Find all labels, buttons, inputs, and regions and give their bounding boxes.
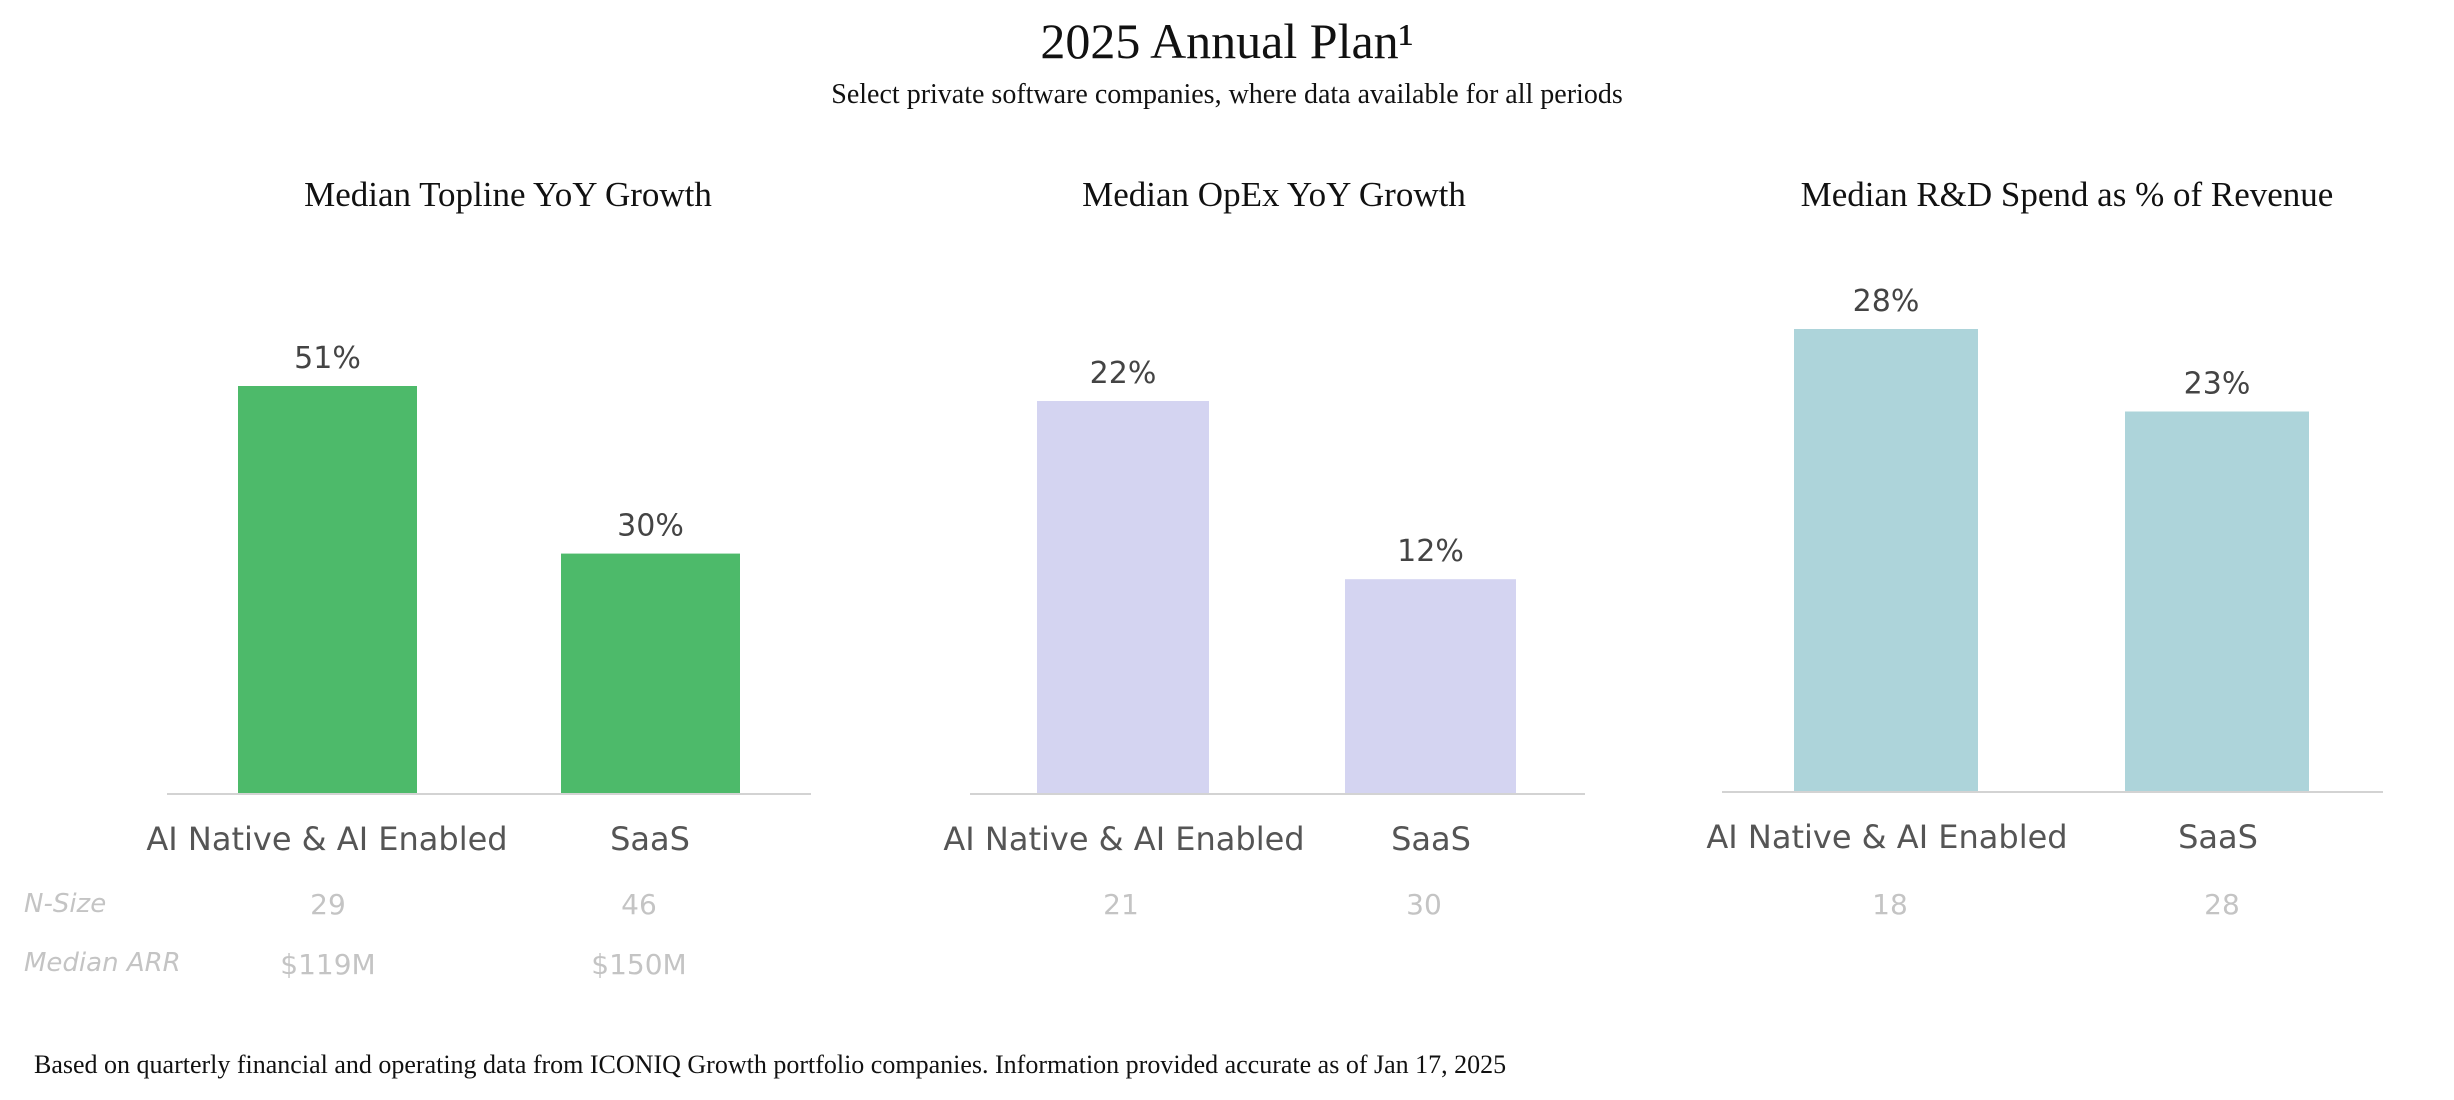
- category-label: AI Native & AI Enabled: [146, 820, 507, 858]
- panel-opex-growth: Median OpEx YoY Growth 22% 12% AI Native …: [943, 175, 1585, 921]
- n-size-value: 30: [1406, 888, 1442, 921]
- data-label: 30%: [617, 509, 684, 544]
- n-size-value: 18: [1872, 888, 1908, 921]
- category-label: SaaS: [610, 820, 690, 858]
- data-label: 28%: [1853, 284, 1920, 319]
- n-size-value: 21: [1103, 888, 1139, 921]
- median-arr-value: $150M: [591, 948, 686, 981]
- bar: [1037, 401, 1209, 793]
- page-title: 2025 Annual Plan¹: [1040, 13, 1413, 69]
- median-arr-label: Median ARR: [24, 948, 181, 978]
- data-label: 22%: [1090, 356, 1157, 391]
- n-size-value: 46: [621, 888, 657, 921]
- page-subtitle: Select private software companies, where…: [831, 79, 1622, 110]
- bar: [238, 386, 417, 793]
- chart-title: Median Topline YoY Growth: [304, 175, 712, 214]
- bar-marks: 28% 23%: [1794, 284, 2309, 791]
- bar-marks: 22% 12%: [1037, 356, 1516, 793]
- bar: [1794, 329, 1978, 791]
- bar: [2125, 411, 2309, 791]
- chart-title: Median R&D Spend as % of Revenue: [1801, 175, 2334, 214]
- data-label: 12%: [1397, 534, 1464, 569]
- footnote: Based on quarterly financial and operati…: [34, 1050, 1506, 1079]
- bar: [1345, 579, 1516, 793]
- bar-marks: 51% 30%: [238, 341, 740, 793]
- category-label: SaaS: [1391, 820, 1471, 858]
- panel-rd-spend: Median R&D Spend as % of Revenue 28%23% …: [1706, 175, 2383, 921]
- bar: [561, 553, 740, 793]
- median-arr-value: $119M: [280, 948, 375, 981]
- n-size-value: 29: [310, 888, 346, 921]
- category-label: SaaS: [2178, 818, 2258, 856]
- data-label: 51%: [294, 341, 361, 376]
- data-label: 23%: [2184, 367, 2251, 402]
- n-size-label: N-Size: [24, 889, 106, 919]
- n-size-value: 28: [2204, 888, 2240, 921]
- panel-topline-growth: Median Topline YoY Growth 51% 30% AI Nati…: [146, 175, 811, 981]
- category-label: AI Native & AI Enabled: [1706, 818, 2067, 856]
- category-label: AI Native & AI Enabled: [943, 820, 1304, 858]
- chart-title: Median OpEx YoY Growth: [1082, 175, 1466, 214]
